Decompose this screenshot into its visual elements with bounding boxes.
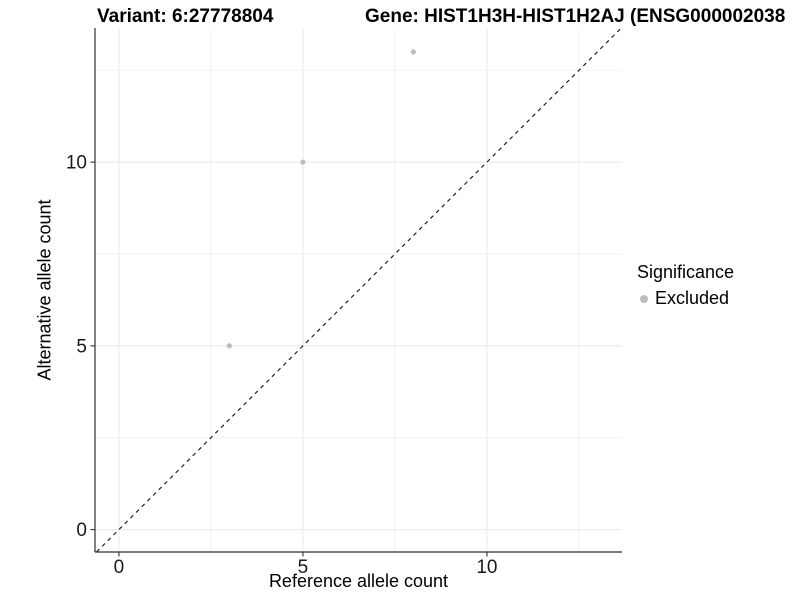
- gene-title: Gene: HIST1H3H-HIST1H2AJ (ENSG000002038: [365, 6, 786, 27]
- x-tick-label: 10: [476, 557, 497, 578]
- identity-line: [96, 27, 622, 553]
- x-axis-title: Reference allele count: [268, 571, 449, 591]
- y-axis-title: Alternative allele count: [34, 199, 55, 381]
- legend-item: Excluded: [637, 288, 734, 309]
- x-tick-label: 0: [114, 557, 125, 578]
- variant-title: Variant: 6:27778804: [97, 6, 274, 27]
- legend: Significance Excluded: [637, 262, 734, 309]
- data-point: [226, 343, 232, 349]
- legend-title: Significance: [637, 262, 735, 282]
- data-point: [300, 159, 306, 165]
- legend-items: Excluded: [637, 288, 734, 309]
- data-point: [410, 49, 416, 55]
- y-tick-label: 5: [76, 336, 87, 357]
- y-tick-label: 10: [66, 153, 87, 174]
- legend-key-dot-icon: [640, 294, 648, 303]
- y-tick-label: 0: [76, 520, 87, 541]
- x-tick-label: 5: [298, 557, 309, 578]
- legend-item-label: Excluded: [655, 288, 730, 308]
